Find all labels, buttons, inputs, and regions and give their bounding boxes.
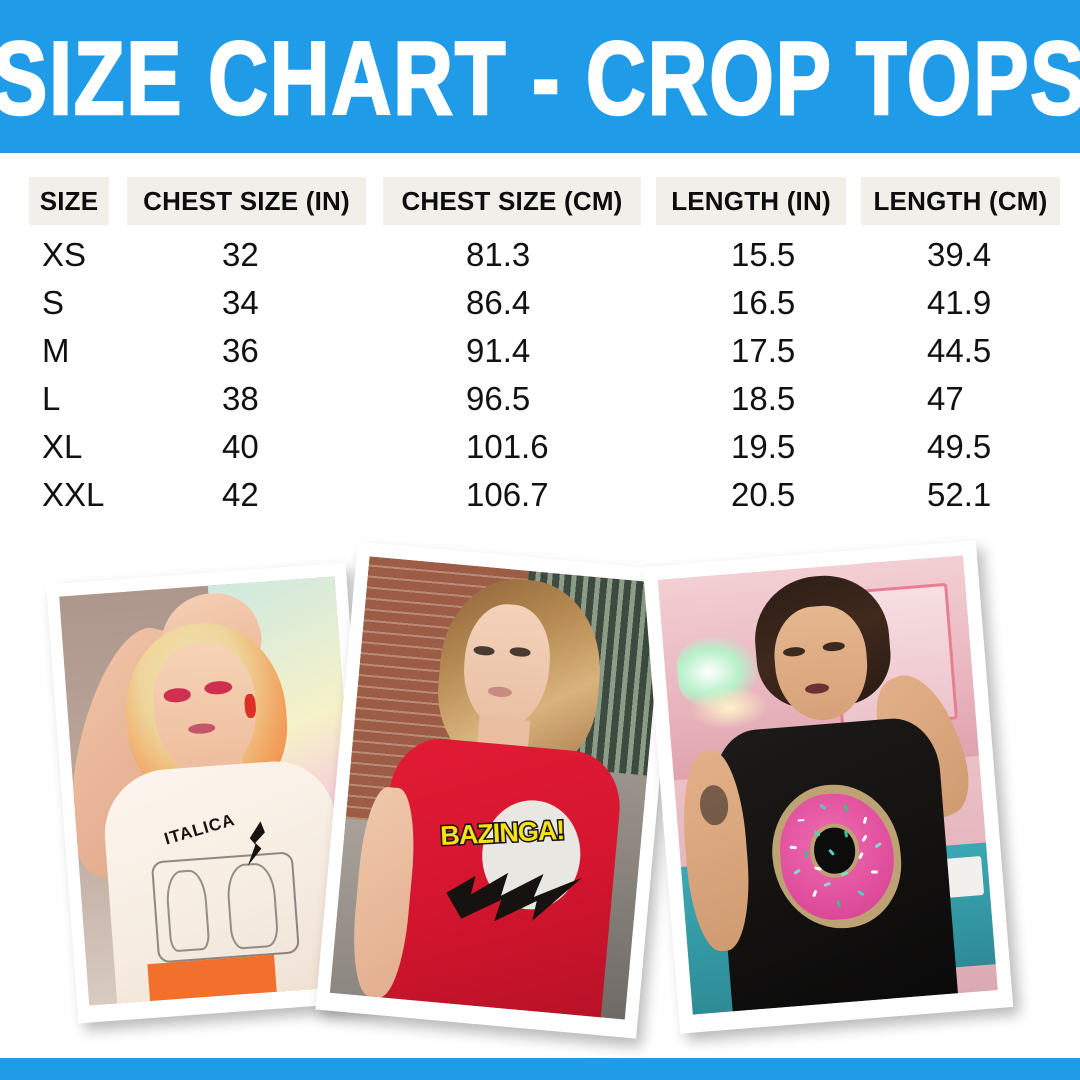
cell-length-in: 18.5 xyxy=(731,380,796,417)
cell-chest-in: 34 xyxy=(222,284,259,321)
cell-length-cm: 41.9 xyxy=(927,284,992,321)
column-header-length-cm: LENGTH (CM) xyxy=(861,177,1060,225)
cell-chest-cm: 101.6 xyxy=(466,428,549,465)
cell-size: XXL xyxy=(42,476,105,513)
table-row: S 34 86.4 16.5 41.9 xyxy=(0,279,1080,327)
cell-chest-cm: 86.4 xyxy=(466,284,531,321)
cell-length-cm: 44.5 xyxy=(927,332,992,369)
shirt-band-illustration xyxy=(150,850,300,964)
model-photo-donut xyxy=(657,555,998,1015)
column-header-chest-in: CHEST SIZE (IN) xyxy=(127,177,366,225)
cell-length-cm: 47 xyxy=(927,380,964,417)
donut-sprinkle xyxy=(804,850,809,858)
table-header-row: SIZE CHEST SIZE (IN) CHEST SIZE (CM) LEN… xyxy=(0,177,1080,225)
column-header-length-in: LENGTH (IN) xyxy=(656,177,846,225)
cell-chest-in: 40 xyxy=(222,428,259,465)
cell-chest-in: 42 xyxy=(222,476,259,513)
photo-card-bazinga[interactable]: BAZINGA! xyxy=(315,541,679,1039)
cell-size: L xyxy=(42,380,61,417)
table-row: XXL 42 106.7 20.5 52.1 xyxy=(0,471,1080,519)
product-photo-gallery: ITALICA BAZINGA! xyxy=(0,540,1080,1045)
table-row: XL 40 101.6 19.5 49.5 xyxy=(0,423,1080,471)
photo-card-donut[interactable] xyxy=(642,540,1014,1034)
cell-chest-in: 32 xyxy=(222,236,259,273)
column-header-chest-cm: CHEST SIZE (CM) xyxy=(383,177,641,225)
cell-size: M xyxy=(42,332,70,369)
cell-chest-cm: 106.7 xyxy=(466,476,549,513)
cell-length-in: 16.5 xyxy=(731,284,796,321)
column-header-size: SIZE xyxy=(29,177,109,225)
table-row: M 36 91.4 17.5 44.5 xyxy=(0,327,1080,375)
donut-sprinkle xyxy=(814,866,822,870)
cell-chest-cm: 91.4 xyxy=(466,332,531,369)
model-photo-italica: ITALICA xyxy=(59,576,365,1006)
table-row: XS 32 81.3 15.5 39.4 xyxy=(0,231,1080,279)
model-photo-bazinga: BAZINGA! xyxy=(329,556,665,1020)
header-banner: SIZE CHART - CROP TOPS xyxy=(0,0,1080,153)
cell-chest-in: 36 xyxy=(222,332,259,369)
cell-length-cm: 49.5 xyxy=(927,428,992,465)
shirt-donut-icon xyxy=(766,779,907,934)
table-body: XS 32 81.3 15.5 39.4 S 34 86.4 16.5 41.9… xyxy=(0,231,1080,519)
cell-length-cm: 52.1 xyxy=(927,476,992,513)
donut-sprinkle xyxy=(789,845,797,849)
donut-sprinkle xyxy=(871,870,879,874)
cell-length-in: 17.5 xyxy=(731,332,796,369)
cell-chest-cm: 96.5 xyxy=(466,380,531,417)
cell-chest-cm: 81.3 xyxy=(466,236,531,273)
cell-size: S xyxy=(42,284,65,321)
cell-length-cm: 39.4 xyxy=(927,236,992,273)
cell-size: XL xyxy=(42,428,83,465)
page-title: SIZE CHART - CROP TOPS xyxy=(0,20,1080,137)
cell-size: XS xyxy=(42,236,87,273)
size-table: SIZE CHEST SIZE (IN) CHEST SIZE (CM) LEN… xyxy=(0,153,1080,553)
cell-length-in: 20.5 xyxy=(731,476,796,513)
cell-length-in: 19.5 xyxy=(731,428,796,465)
model-skirt xyxy=(147,955,277,1002)
cell-chest-in: 38 xyxy=(222,380,259,417)
footer-banner xyxy=(0,1058,1080,1080)
cell-length-in: 15.5 xyxy=(731,236,796,273)
table-row: L 38 96.5 18.5 47 xyxy=(0,375,1080,423)
